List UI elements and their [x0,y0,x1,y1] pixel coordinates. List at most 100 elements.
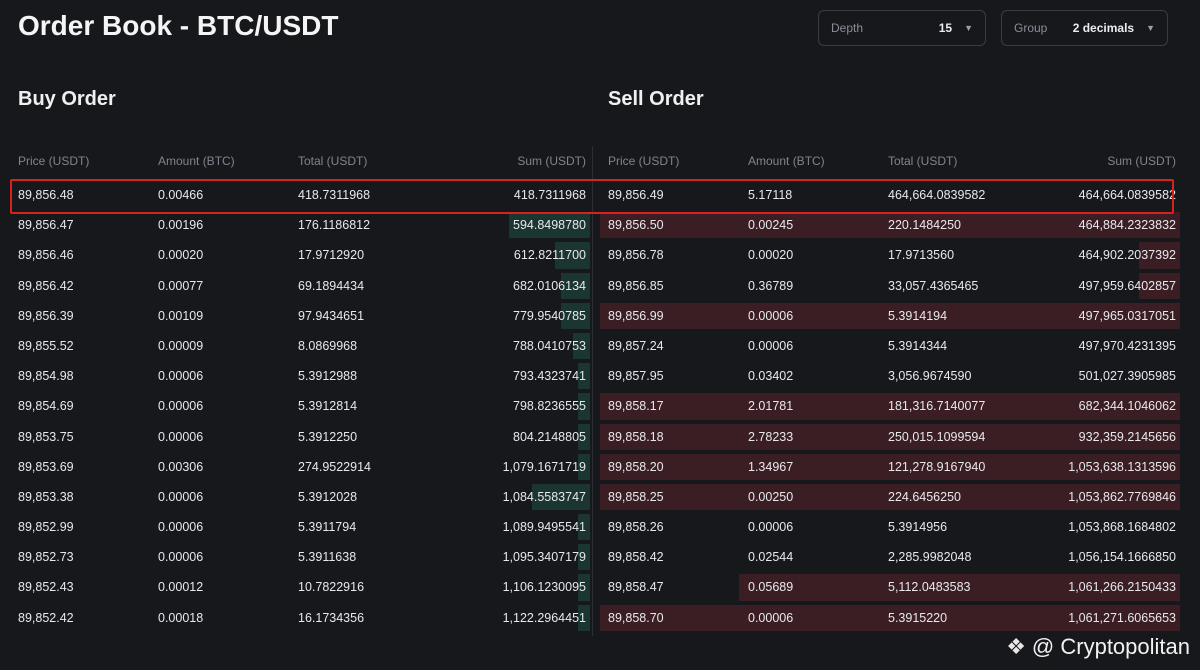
sum-cell: 594.8498780 [513,218,586,233]
sum-cell: 1,089.9495541 [502,520,586,535]
sell-order-row[interactable]: 89,857.24 0.00006 5.3914344 497,970.4231395 [600,331,1180,361]
sell-depth-bar [600,212,1180,239]
amount-cell: 0.00020 [748,248,794,263]
sell-depth-bar [1139,242,1180,269]
sell-depth-bar [600,423,1180,450]
sum-cell: 501,027.3905985 [1078,369,1176,384]
depth-label: Depth [831,21,864,35]
amount-cell: 0.00006 [748,610,794,625]
cryptopolitan-logo-icon: ❖ [1006,634,1026,659]
buy-order-row[interactable]: 89,854.98 0.00006 5.3912988 793.4323741 [10,361,590,391]
amount-cell: 0.00006 [748,520,794,535]
total-cell: 5.3914956 [888,520,948,535]
buy-depth-bar [508,212,590,239]
buy-order-row[interactable]: 89,852.73 0.00006 5.3911638 1,095.3407179 [10,542,590,572]
sell-order-row[interactable]: 89,858.70 0.00006 5.3915220 1,061,271.60656… [600,603,1180,633]
sum-cell: 1,053,862.7769846 [1068,489,1176,504]
sum-cell: 1,061,271.6065653 [1068,610,1176,625]
total-cell: 5.3915220 [888,610,948,625]
amount-cell: 0.00009 [158,338,204,353]
buy-order-row[interactable]: 89,852.42 0.00018 16.1734356 1,122.2964451 [10,603,590,633]
buy-order-row[interactable]: 89,852.43 0.00012 10.7822916 1,106.1230095 [10,572,590,602]
sum-cell: 497,970.4231395 [1078,338,1176,353]
amount-cell: 0.00006 [158,489,204,504]
buy-order-row[interactable]: 89,855.52 0.00009 8.0869968 788.0410753 [10,331,590,361]
depth-dropdown[interactable]: Depth 15 ▼ [818,10,986,46]
sell-order-row[interactable]: 89,858.47 0.05689 5,112.0483583 1,061,266.2… [600,572,1180,602]
sell-order-row[interactable]: 89,856.78 0.00020 17.9713560 464,902.203739… [600,240,1180,270]
sum-cell: 1,053,868.1684802 [1068,520,1176,535]
amount-cell: 1.34967 [748,459,794,474]
chevron-down-icon: ▼ [964,23,973,33]
total-cell: 5.3912250 [298,429,358,444]
sell-order-row[interactable]: 89,858.25 0.00250 224.6456250 1,053,862.776… [600,482,1180,512]
price-cell: 89,852.73 [18,550,74,565]
buy-depth-bar [578,453,590,480]
sum-cell: 464,902.2037392 [1078,248,1176,263]
sell-depth-bar [739,574,1180,601]
sell-depth-bar [600,604,1180,631]
sell-order-row[interactable]: 89,858.20 1.34967 121,278.9167940 1,053,638… [600,452,1180,482]
sell-order-row[interactable]: 89,858.42 0.02544 2,285.9982048 1,056,154.1… [600,542,1180,572]
sell-depth-bar [600,393,1180,420]
price-cell: 89,858.17 [608,399,664,414]
sum-cell: 1,122.2964451 [502,610,586,625]
buy-order-row[interactable]: 89,856.48 0.00466 418.7311968 418.7311968 [10,180,590,210]
sum-cell: 1,106.1230095 [502,580,586,595]
buy-order-row[interactable]: 89,856.47 0.00196 176.1186812 594.8498780 [10,210,590,240]
total-cell: 33,057.4365465 [888,278,979,293]
total-header: Total (USDT) [888,154,958,168]
sum-cell: 497,965.0317051 [1078,308,1176,323]
buy-depth-bar [555,242,590,269]
total-cell: 5.3911638 [298,550,357,565]
buy-order-row[interactable]: 89,853.75 0.00006 5.3912250 804.2148805 [10,422,590,452]
amount-cell: 0.00020 [158,248,204,263]
amount-cell: 0.00006 [158,520,204,535]
total-cell: 250,015.1099594 [888,429,986,444]
total-cell: 5.3911794 [298,520,357,535]
price-header: Price (USDT) [18,154,90,168]
amount-cell: 0.00077 [158,278,204,293]
buy-order-row[interactable]: 89,853.38 0.00006 5.3912028 1,084.5583747 [10,482,590,512]
price-cell: 89,858.47 [608,580,664,595]
sell-order-row[interactable]: 89,856.50 0.00245 220.1484250 464,884.23238… [600,210,1180,240]
sell-order-row[interactable]: 89,856.49 5.17118 464,664.0839582 464,664.0… [600,180,1180,210]
price-cell: 89,856.99 [608,308,664,323]
total-cell: 181,316.7140077 [888,399,986,414]
sell-order-row[interactable]: 89,858.18 2.78233 250,015.1099594 932,359.2… [600,422,1180,452]
amount-cell: 0.00196 [158,218,204,233]
sell-order-row[interactable]: 89,856.99 0.00006 5.3914194 497,965.0317051 [600,301,1180,331]
price-cell: 89,858.25 [608,489,664,504]
group-dropdown[interactable]: Group 2 decimals ▼ [1001,10,1168,46]
sum-header: Sum (USDT) [517,154,586,168]
sum-cell: 788.0410753 [513,338,586,353]
amount-cell: 2.01781 [748,399,794,414]
sell-order-row[interactable]: 89,857.95 0.03402 3,056.9674590 501,027.390… [600,361,1180,391]
price-cell: 89,856.85 [608,278,664,293]
amount-cell: 0.00006 [158,399,204,414]
price-cell: 89,854.69 [18,399,74,414]
buy-order-row[interactable]: 89,856.39 0.00109 97.9434651 779.9540785 [10,301,590,331]
buy-order-row[interactable]: 89,853.69 0.00306 274.9522914 1,079.1671719 [10,452,590,482]
price-cell: 89,856.46 [18,248,74,263]
amount-cell: 0.00250 [748,489,794,504]
total-cell: 176.1186812 [298,218,371,233]
buy-table-header: Price (USDT) Amount (BTC) Total (USDT) S… [10,146,590,176]
sell-order-row[interactable]: 89,858.17 2.01781 181,316.7140077 682,344.1… [600,391,1180,421]
sell-order-row[interactable]: 89,856.85 0.36789 33,057.4365465 497,959.64… [600,271,1180,301]
amount-header: Amount (BTC) [158,154,235,168]
buy-order-row[interactable]: 89,854.69 0.00006 5.3912814 798.8236555 [10,391,590,421]
total-cell: 5.3914194 [888,308,948,323]
total-cell: 5.3912988 [298,369,358,384]
buy-order-row[interactable]: 89,852.99 0.00006 5.3911794 1,089.9495541 [10,512,590,542]
amount-cell: 0.00012 [158,580,204,595]
sell-order-row[interactable]: 89,858.26 0.00006 5.3914956 1,053,868.16848… [600,512,1180,542]
buy-order-row[interactable]: 89,856.42 0.00077 69.1894434 682.0106134 [10,271,590,301]
amount-cell: 0.00006 [748,338,794,353]
price-cell: 89,856.49 [608,188,664,202]
price-cell: 89,858.42 [608,550,664,565]
sell-order-title: Sell Order [608,88,704,110]
sum-cell: 682.0106134 [513,278,586,293]
amount-cell: 0.00006 [158,429,204,444]
buy-order-row[interactable]: 89,856.46 0.00020 17.9712920 612.8211700 [10,240,590,270]
